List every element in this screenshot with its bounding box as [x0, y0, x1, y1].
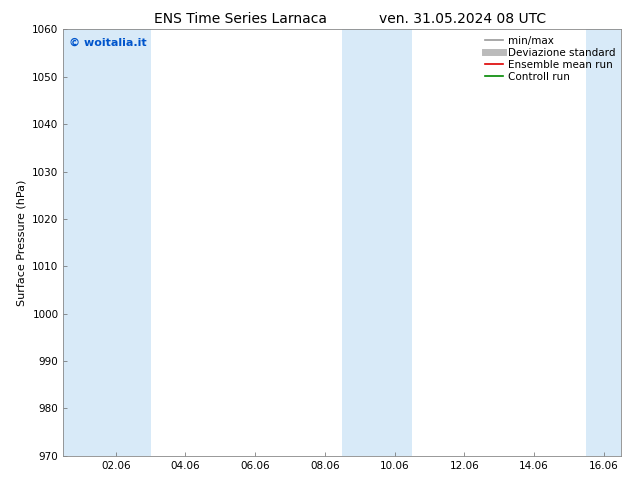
Bar — [63, 29, 150, 456]
Bar — [586, 29, 621, 456]
Y-axis label: Surface Pressure (hPa): Surface Pressure (hPa) — [16, 179, 27, 306]
Text: © woitalia.it: © woitalia.it — [69, 38, 146, 48]
Text: ENS Time Series Larnaca: ENS Time Series Larnaca — [155, 12, 327, 26]
Text: ven. 31.05.2024 08 UTC: ven. 31.05.2024 08 UTC — [379, 12, 547, 26]
Bar — [342, 29, 412, 456]
Legend: min/max, Deviazione standard, Ensemble mean run, Controll run: min/max, Deviazione standard, Ensemble m… — [481, 31, 619, 86]
